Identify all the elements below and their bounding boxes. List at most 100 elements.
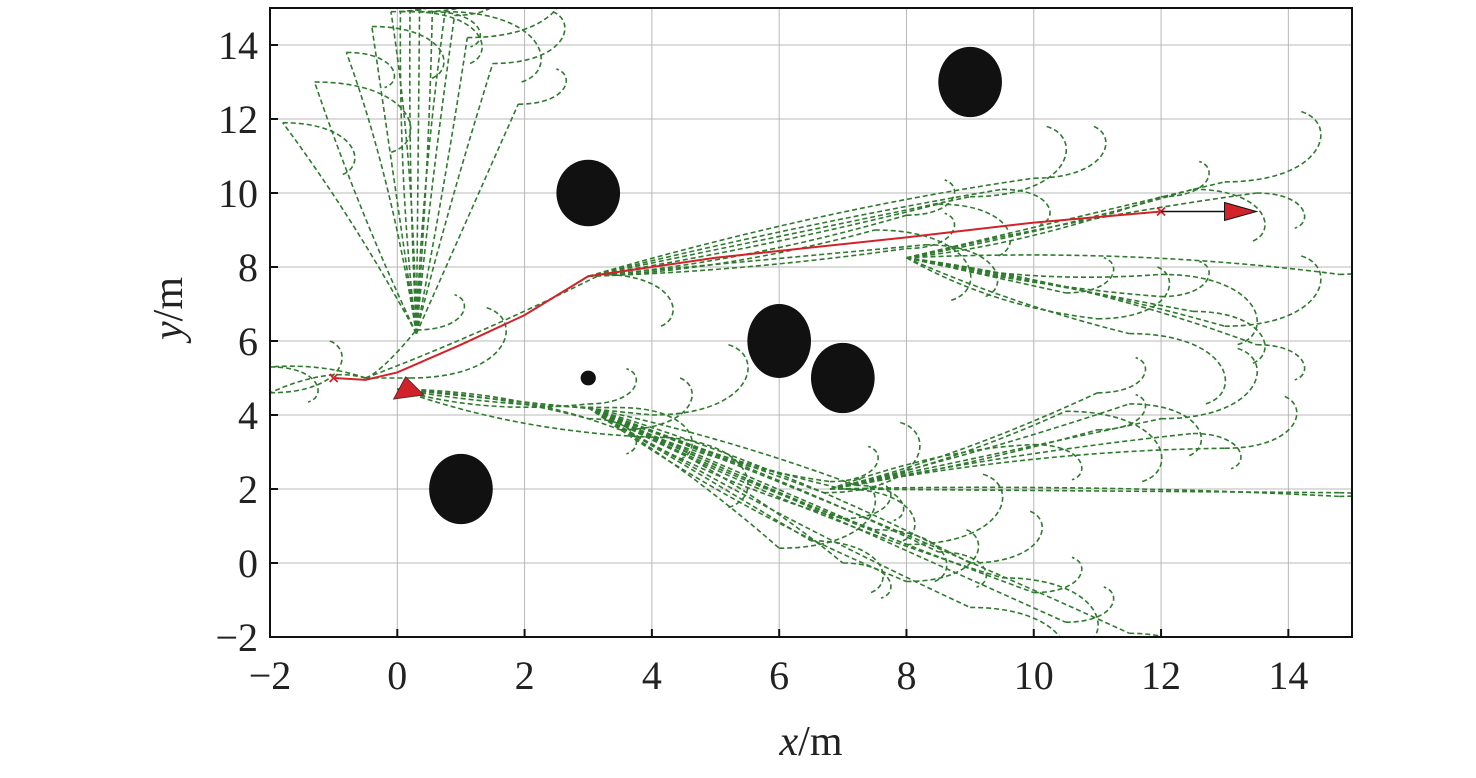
trajectory-tail xyxy=(1192,188,1266,243)
trajectory-line xyxy=(415,103,519,334)
trajectory-tail xyxy=(1033,556,1083,594)
trajectory-tail xyxy=(445,10,543,83)
trajectory-tail xyxy=(906,179,956,216)
trajectory-line xyxy=(588,195,971,278)
trajectory-line xyxy=(829,403,1130,490)
trajectory-tail xyxy=(270,366,319,403)
trajectory-line xyxy=(829,443,1034,490)
y-tick-labels: −2 0 2 4 6 8 10 12 14 xyxy=(215,23,258,660)
y-axis-label: y/m xyxy=(146,277,192,344)
obstacles xyxy=(429,46,1002,525)
trajectory-line xyxy=(365,273,602,379)
trajectory-tail xyxy=(855,484,905,522)
start-marker xyxy=(329,373,339,383)
x-tick-label: 10 xyxy=(1014,653,1054,698)
trajectory-line xyxy=(588,177,1034,278)
trajectory-line xyxy=(906,192,1257,259)
trajectory-line xyxy=(906,256,1066,294)
trajectory-tail xyxy=(588,367,638,405)
trajectory-tail xyxy=(874,528,948,584)
obstacle xyxy=(556,159,621,227)
x-tick-labels: −2 0 2 4 6 8 10 12 14 xyxy=(249,653,1309,698)
trajectory-tail xyxy=(823,421,921,494)
trajectory-tail xyxy=(282,121,356,177)
trajectory-tail xyxy=(874,229,972,302)
trajectory-line xyxy=(371,26,418,334)
obstacle xyxy=(580,370,596,386)
trajectory-tail xyxy=(600,273,674,328)
x-axis-label: x/m xyxy=(779,719,843,765)
trajectory-line xyxy=(270,373,366,394)
trajectory-tail xyxy=(842,562,892,599)
trajectory-tail xyxy=(842,482,892,520)
trajectory-tail xyxy=(270,339,343,394)
trajectory-tail xyxy=(970,125,1068,198)
x-tick-label: 8 xyxy=(896,653,916,698)
trajectory-tail xyxy=(1256,192,1306,229)
trajectory-tail xyxy=(1129,332,1227,405)
trajectory-tail xyxy=(1129,403,1203,458)
trajectory-line xyxy=(587,406,907,546)
x-tick-label: 12 xyxy=(1141,653,1181,698)
axes-frame xyxy=(269,7,1353,638)
trajectory-tail xyxy=(346,51,396,89)
trajectory-line xyxy=(397,388,621,409)
trajectory-line xyxy=(397,388,652,438)
trajectory-tail xyxy=(314,81,412,154)
trajectory-tail xyxy=(830,445,879,483)
trajectory-line xyxy=(415,11,434,334)
x-tick-label: 2 xyxy=(515,653,535,698)
trajectory-line xyxy=(588,247,907,278)
x-tick-label: −2 xyxy=(249,653,292,698)
trajectory-tail xyxy=(925,244,999,299)
trajectory-line xyxy=(399,11,418,334)
trajectory-line xyxy=(906,257,1098,320)
y-tick-label: 10 xyxy=(218,171,258,216)
trajectory-line xyxy=(829,410,1066,490)
trajectory-line xyxy=(588,244,926,278)
trajectory-line xyxy=(397,388,621,431)
y-tick-label: 4 xyxy=(238,393,258,438)
trajectory-tail xyxy=(1224,110,1322,183)
plot-frame xyxy=(269,7,1353,638)
y-tick-label: −2 xyxy=(215,615,258,660)
trajectory-tail xyxy=(518,68,568,105)
trajectory-line xyxy=(415,15,456,334)
y-axis-unit: /m xyxy=(146,277,192,322)
x-tick-label: 4 xyxy=(642,653,662,698)
trajectory-tail xyxy=(1097,393,1147,431)
trajectory-tail xyxy=(410,306,507,379)
trajectory-tail xyxy=(1192,310,1266,365)
trajectory-tail xyxy=(1161,347,1259,420)
x-tick-label: 14 xyxy=(1268,653,1308,698)
trajectory-line xyxy=(587,406,907,583)
trajectory-tail xyxy=(1065,256,1115,294)
trajectory-tail xyxy=(1001,577,1099,637)
trajectory-line xyxy=(282,122,418,334)
trajectory-tail xyxy=(938,203,1012,258)
trajectory-tail xyxy=(492,10,566,65)
trajectory-line xyxy=(588,406,971,564)
planned-path xyxy=(333,210,1162,381)
y-tick-label: 12 xyxy=(218,97,258,142)
trajectory-line xyxy=(415,11,446,334)
trajectory-line xyxy=(906,256,1194,313)
trajectory-tail xyxy=(651,343,749,416)
obstacle xyxy=(938,46,1002,118)
trajectory-tail xyxy=(1161,160,1210,198)
trajectory-line xyxy=(345,52,418,334)
trajectory-tail xyxy=(1161,273,1259,346)
x-tick-label: 6 xyxy=(769,653,789,698)
trajectory-tail xyxy=(1033,124,1107,179)
trajectory-line xyxy=(829,429,1098,490)
trajectory-tail xyxy=(419,8,463,13)
trajectory-tail xyxy=(779,477,877,549)
trajectory-tail xyxy=(1065,586,1115,623)
trajectory-line xyxy=(588,406,856,487)
trajectory-tail xyxy=(1161,260,1210,298)
trajectory-line xyxy=(415,63,494,334)
trajectory-line xyxy=(415,37,469,334)
trajectory-line xyxy=(415,11,421,334)
trajectory-tail xyxy=(620,406,693,462)
